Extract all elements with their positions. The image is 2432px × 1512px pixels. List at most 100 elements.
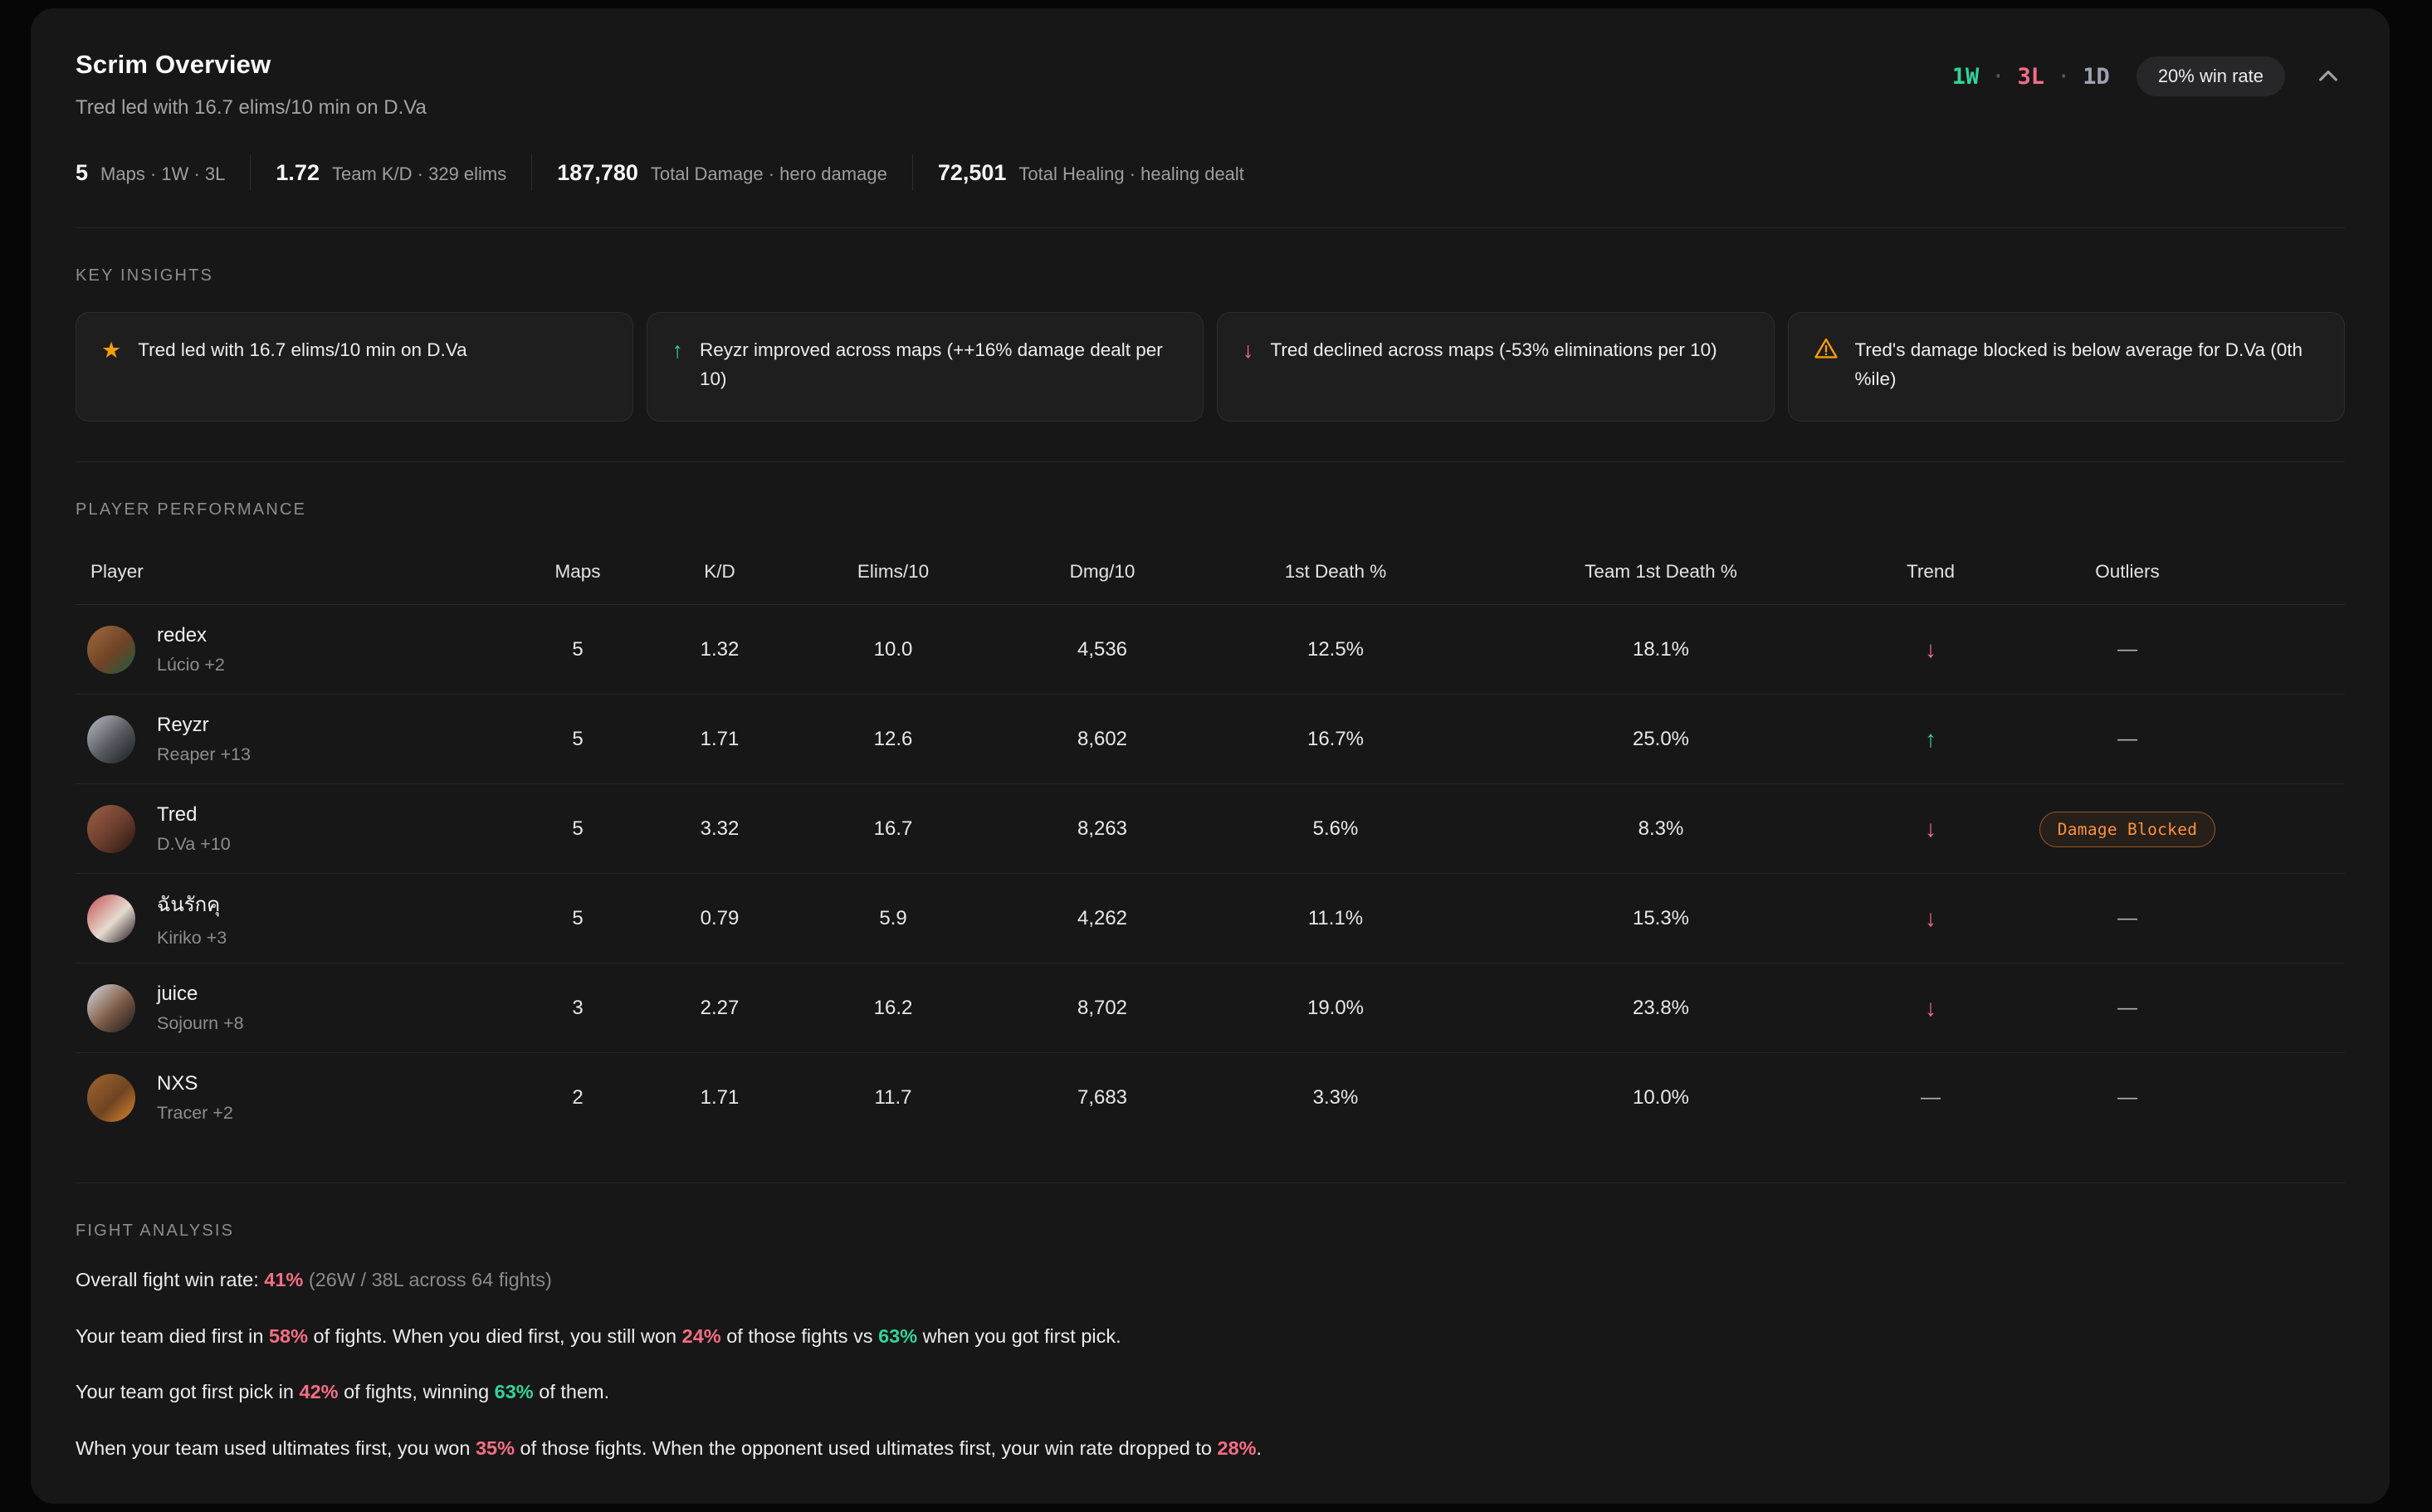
player-avatar (87, 984, 135, 1032)
outlier-badge[interactable]: Damage Blocked (2039, 812, 2216, 847)
section-divider (76, 227, 2345, 228)
card-header: Scrim Overview Tred led with 16.7 elims/… (76, 50, 2345, 119)
stat-divider (531, 154, 532, 191)
stat-value: 72,501 (938, 160, 1007, 186)
column-header-maps: Maps (491, 561, 665, 583)
summary-stat: 5Maps · 1W · 3L (76, 160, 225, 186)
player-avatar (87, 626, 135, 674)
header-left: Scrim Overview Tred led with 16.7 elims/… (76, 50, 427, 119)
key-insights-grid: ★Tred led with 16.7 elims/10 min on D.Va… (76, 312, 2345, 422)
stat-value: 187,780 (557, 160, 638, 186)
cell-elims10: 16.2 (774, 997, 1012, 1020)
fight-text-segment: 41% (264, 1269, 303, 1290)
stat-divider (912, 154, 913, 191)
fight-text-segment: 28% (1218, 1437, 1257, 1459)
player-name: redex (157, 624, 225, 647)
fight-text-segment: . (1257, 1437, 1262, 1459)
column-header-outliers: Outliers (2018, 561, 2237, 583)
fight-analysis-line: Overall fight win rate: 41% (26W / 38L a… (76, 1267, 2345, 1294)
stat-divider (250, 154, 251, 191)
insight-text: Tred's damage blocked is below average f… (1855, 336, 2320, 394)
match-record: 1W · 3L · 1D (1952, 64, 2110, 90)
outlier-cell: — (2018, 907, 2237, 930)
cell-first_death: 11.1% (1193, 907, 1478, 930)
page-background: { "header": { "title": "Scrim Overview",… (0, 0, 2432, 1512)
no-outlier-dash: — (2117, 997, 2137, 1019)
header-right: 1W · 3L · 1D 20% win rate (1952, 56, 2345, 96)
no-outlier-dash: — (2117, 638, 2137, 661)
outlier-cell: — (2018, 1086, 2237, 1110)
player-hero: Kiriko +3 (157, 928, 227, 949)
page-title: Scrim Overview (76, 50, 427, 80)
cell-maps: 5 (491, 907, 665, 930)
player-name-stack: ฉันรักคุKiriko +3 (157, 888, 227, 949)
cell-kd: 1.71 (665, 728, 774, 751)
player-name-stack: TredD.Va +10 (157, 803, 231, 855)
trend-arrow-up-icon: ↑ (1844, 726, 2018, 753)
fight-text-segment: 24% (682, 1325, 721, 1347)
player-cell: TredD.Va +10 (76, 803, 491, 855)
insight-card: Tred's damage blocked is below average f… (1788, 312, 2346, 422)
stat-value: 1.72 (276, 160, 320, 186)
player-name-stack: redex Lúcio +2 (157, 624, 225, 676)
player-hero: Sojourn +8 (157, 1013, 244, 1034)
cell-elims10: 5.9 (774, 907, 1012, 930)
table-row: NXSTracer +221.7111.77,6833.3%10.0%—— (76, 1053, 2345, 1143)
fight-text-segment: (26W / 38L across 64 fights) (303, 1269, 552, 1290)
fight-text-segment: of those fights. When the opponent used … (515, 1437, 1217, 1459)
column-header-k-d: K/D (665, 561, 774, 583)
cell-kd: 2.27 (665, 997, 774, 1020)
draws-count: 1D (2083, 64, 2110, 90)
fight-text-segment: 58% (269, 1325, 308, 1347)
stat-label: Team K/D · 329 elims (332, 163, 506, 185)
cell-first_death: 3.3% (1193, 1086, 1478, 1110)
stat-label: Total Healing · healing dealt (1018, 163, 1244, 185)
win-rate-badge: 20% win rate (2137, 56, 2285, 96)
table-row: redexLúcio +251.3210.04,53612.5%18.1%↓— (76, 605, 2345, 695)
player-avatar (87, 1074, 135, 1122)
fight-text-segment: When your team used ultimates first, you… (76, 1437, 476, 1459)
column-header-player: Player (76, 561, 491, 583)
cell-dmg10: 4,536 (1012, 638, 1193, 661)
cell-maps: 2 (491, 1086, 665, 1110)
insight-card: ↑ Reyzr improved across maps (++16% damag… (647, 312, 1204, 422)
trend-flat-dash: — (1844, 1086, 2018, 1110)
record-separator: · (2057, 64, 2070, 90)
cell-dmg10: 8,702 (1012, 997, 1193, 1020)
fight-text-segment: of fights, winning (339, 1381, 495, 1402)
cell-team_first_death: 15.3% (1478, 907, 1844, 930)
collapse-button[interactable] (2312, 60, 2345, 93)
player-hero: Lúcio +2 (157, 655, 225, 676)
fight-text-segment: Your team died first in (76, 1325, 269, 1347)
trend-arrow-down-icon: ↓ (1844, 637, 2018, 663)
player-performance-table: PlayerMapsK/DElims/10Dmg/101st Death %Te… (76, 548, 2345, 1143)
cell-maps: 3 (491, 997, 665, 1020)
stat-value: 5 (76, 160, 88, 186)
fight-analysis-body: Overall fight win rate: 41% (26W / 38L a… (76, 1267, 2345, 1462)
fight-text-segment: of them. (534, 1381, 609, 1402)
fight-analysis-label: FIGHT ANALYSIS (76, 1222, 2345, 1241)
arrow-down-icon: ↓ (1243, 336, 1254, 365)
cell-team_first_death: 8.3% (1478, 817, 1844, 841)
scrim-overview-card: Scrim Overview Tred led with 16.7 elims/… (31, 8, 2390, 1504)
table-row: ReyzrReaper +1351.7112.68,60216.7%25.0%↑… (76, 695, 2345, 784)
player-cell: redex Lúcio +2 (76, 624, 491, 676)
cell-elims10: 16.7 (774, 817, 1012, 841)
cell-elims10: 12.6 (774, 728, 1012, 751)
cell-maps: 5 (491, 638, 665, 661)
trend-arrow-down-icon: ↓ (1844, 816, 2018, 842)
fight-text-segment: 63% (495, 1381, 534, 1402)
player-cell: ฉันรักคุKiriko +3 (76, 888, 491, 949)
trend-arrow-down-icon: ↓ (1844, 905, 2018, 932)
cell-maps: 5 (491, 728, 665, 751)
insight-text: Reyzr improved across maps (++16% damage… (700, 336, 1178, 394)
player-name: juice (157, 983, 244, 1006)
cell-team_first_death: 18.1% (1478, 638, 1844, 661)
arrow-up-icon: ↑ (672, 336, 684, 365)
cell-first_death: 19.0% (1193, 997, 1478, 1020)
no-outlier-dash: — (2117, 728, 2137, 750)
player-name-stack: ReyzrReaper +13 (157, 714, 251, 765)
player-name-stack: juice Sojourn +8 (157, 983, 244, 1034)
player-name: NXS (157, 1072, 233, 1095)
summary-stats: 5Maps · 1W · 3L 1.72 Team K/D · 329 elims 1… (76, 154, 2345, 191)
